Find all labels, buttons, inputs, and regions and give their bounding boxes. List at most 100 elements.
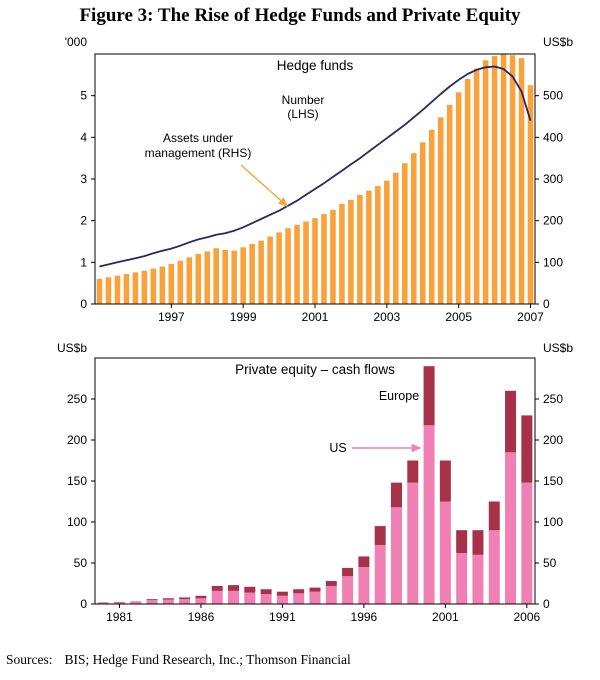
europe-bar-segment <box>423 366 435 426</box>
us-bar-segment <box>113 602 125 604</box>
us-bar-segment <box>358 567 370 604</box>
us-bar-segment <box>423 425 435 604</box>
x-axis-tick-label: 2007 <box>517 310 544 324</box>
x-axis-tick-label: 2001 <box>302 310 329 324</box>
left-axis-tick-label: 150 <box>67 474 87 488</box>
us-bar-segment <box>472 554 484 604</box>
left-axis-tick-label: 200 <box>67 433 87 447</box>
aum-bar <box>482 60 489 304</box>
aum-bar <box>141 270 148 304</box>
right-axis-tick-label: 250 <box>543 392 563 406</box>
line-series-label: Number <box>282 93 325 107</box>
left-axis-tick-label: 5 <box>80 89 87 103</box>
right-axis-tick-label: 0 <box>543 297 550 311</box>
us-bar-segment <box>456 553 468 604</box>
us-bar-segment <box>390 507 402 604</box>
us-bar-segment <box>342 576 354 604</box>
left-axis-tick-label: 0 <box>80 597 87 611</box>
x-axis-tick-label: 1986 <box>188 610 215 624</box>
europe-bar-segment <box>195 595 207 599</box>
aum-bar <box>186 257 193 304</box>
chart-title: Hedge funds <box>277 58 354 73</box>
us-series-label: US <box>329 441 346 455</box>
aum-bar <box>348 199 354 304</box>
chart-title: Private equity – cash flows <box>235 362 395 377</box>
aum-bar <box>455 92 462 304</box>
europe-bar-segment <box>358 556 370 568</box>
aum-bar <box>168 264 175 304</box>
us-bar-segment <box>521 482 533 604</box>
figure-title: Figure 3: The Rise of Hedge Funds and Pr… <box>79 5 521 26</box>
us-bar-segment <box>309 591 321 604</box>
aum-bar <box>96 279 103 304</box>
europe-bar-segment <box>276 591 288 596</box>
line-series-label: (LHS) <box>287 107 318 121</box>
aum-bar <box>375 186 381 304</box>
right-axis-tick-label: 100 <box>543 255 563 269</box>
us-bar-segment <box>407 482 419 604</box>
right-axis-unit: US$b <box>543 35 573 49</box>
aum-bar <box>491 56 498 304</box>
us-bar-segment <box>211 590 223 604</box>
us-bar-segment <box>244 592 256 604</box>
aum-bar <box>114 275 121 304</box>
right-axis-unit: US$b <box>543 341 573 355</box>
aum-bar <box>240 247 246 304</box>
us-bar-segment <box>276 595 288 604</box>
us-bar-segment <box>293 593 305 604</box>
right-axis-tick-label: 200 <box>543 214 563 228</box>
aum-bar <box>258 240 264 304</box>
hedge-funds-chart: 0 1 2 3 4 5 0 100 200 300 400 500 '000 US$b 1997 1999 20… <box>65 35 574 324</box>
right-axis-tick-label: 100 <box>543 515 563 529</box>
left-axis-tick-label: 50 <box>74 556 88 570</box>
aum-bar <box>402 163 408 304</box>
aum-bar <box>357 194 363 304</box>
aum-bar <box>410 153 417 304</box>
aum-bar <box>393 172 399 304</box>
aum-bar <box>500 54 507 304</box>
left-axis-tick-label: 100 <box>67 515 87 529</box>
aum-bar <box>419 142 426 304</box>
aum-bar <box>366 190 372 304</box>
aum-bar <box>464 79 471 304</box>
x-axis-tick-label: 1991 <box>269 610 296 624</box>
aum-bar <box>330 209 336 304</box>
left-axis-tick-label: 3 <box>80 172 87 186</box>
us-bar-segment <box>162 599 174 604</box>
aum-bar <box>204 251 211 304</box>
aum-bar <box>150 268 157 304</box>
aum-bar <box>195 254 202 304</box>
sources-label: Sources: <box>6 652 53 667</box>
x-axis-tick-label: 1997 <box>158 310 185 324</box>
europe-bar-segment <box>521 415 533 483</box>
aum-bar <box>177 260 184 304</box>
aum-bar <box>267 236 273 304</box>
right-axis-tick-label: 500 <box>543 89 563 103</box>
right-axis-tick-label: 0 <box>543 597 550 611</box>
europe-bar-segment <box>390 482 402 508</box>
aum-bar <box>249 244 255 304</box>
left-axis-unit: US$b <box>57 341 87 355</box>
us-bar-segment <box>228 590 240 604</box>
left-axis-tick-label: 2 <box>80 214 87 228</box>
aum-bar <box>339 204 345 304</box>
aum-bar <box>123 274 130 304</box>
us-bar-segment <box>488 530 500 604</box>
aum-bar <box>428 129 435 304</box>
plot-frame <box>94 357 536 605</box>
us-bar-segment <box>97 602 109 604</box>
aum-bar <box>437 117 444 304</box>
x-axis-tick-label: 1999 <box>230 310 257 324</box>
bar-series-label: management (RHS) <box>145 146 252 160</box>
us-bar-segment <box>260 594 272 604</box>
aum-bar <box>105 277 112 304</box>
aum-annotation-arrow <box>240 164 289 207</box>
left-axis-unit: '000 <box>65 35 88 49</box>
aum-bar <box>527 85 534 304</box>
aum-bar <box>303 221 309 304</box>
bar-series-label: Assets under <box>163 131 233 145</box>
aum-bar <box>446 104 453 304</box>
aum-bar <box>159 266 166 304</box>
right-axis-tick-label: 400 <box>543 130 563 144</box>
aum-bar <box>509 55 516 304</box>
